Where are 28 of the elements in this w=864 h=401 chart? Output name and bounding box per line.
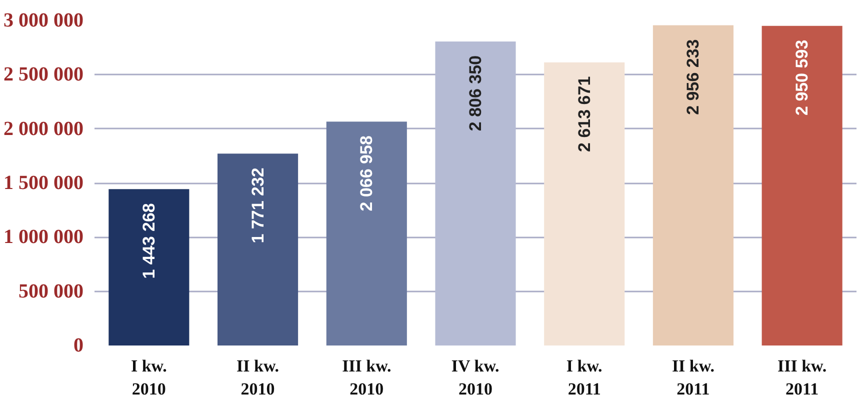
bar bbox=[435, 41, 516, 346]
bar bbox=[652, 25, 734, 346]
data-label: 1 443 268 bbox=[139, 203, 158, 279]
bar bbox=[218, 154, 298, 346]
y-tick-label: 1 500 000 bbox=[4, 172, 84, 194]
y-tick-label: 3 000 000 bbox=[4, 10, 84, 32]
x-tick-label: IV kw. 2010 bbox=[451, 356, 500, 398]
x-tick-label: II kw. 2010 bbox=[236, 356, 280, 398]
x-tick-label: I kw. 2011 bbox=[566, 356, 602, 398]
bar bbox=[108, 189, 190, 346]
bar bbox=[326, 122, 407, 346]
bar bbox=[762, 26, 842, 346]
bar bbox=[544, 62, 625, 346]
x-tick-label: III kw. 2011 bbox=[778, 356, 827, 398]
y-tick-label: 2 500 000 bbox=[4, 64, 84, 86]
data-label: 2 956 233 bbox=[684, 39, 703, 115]
x-tick-label: III kw. 2010 bbox=[342, 356, 392, 398]
y-tick-label: 1 000 000 bbox=[4, 226, 84, 248]
data-label: 1 771 232 bbox=[248, 168, 268, 244]
data-label: 2 613 671 bbox=[574, 76, 594, 152]
x-tick-label: I kw. 2010 bbox=[130, 356, 167, 398]
y-tick-label: 500 000 bbox=[18, 280, 84, 302]
y-tick-label: 0 bbox=[74, 334, 84, 356]
x-tick-label: II kw. 2011 bbox=[672, 356, 714, 398]
data-label: 2 066 958 bbox=[357, 136, 376, 212]
y-tick-label: 2 000 000 bbox=[4, 118, 84, 140]
data-label: 2 950 593 bbox=[792, 40, 812, 116]
data-label: 2 806 350 bbox=[466, 55, 485, 132]
